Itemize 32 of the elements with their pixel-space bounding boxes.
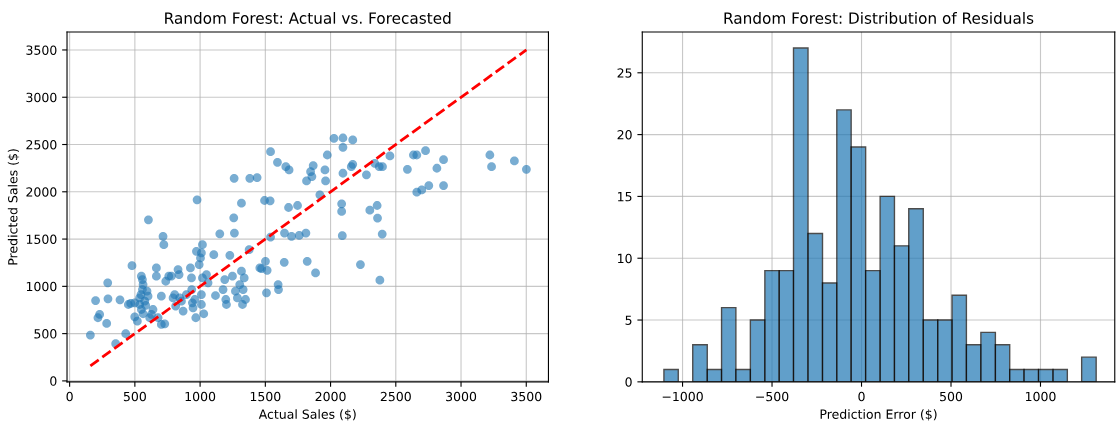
y-tick-label: 0 xyxy=(625,377,632,387)
x-tick-label: 3500 xyxy=(511,391,542,402)
chart-title: Random Forest: Actual vs. Forecasted xyxy=(165,12,451,24)
x-tick-label: 2000 xyxy=(315,391,346,402)
x-tick-label: 3000 xyxy=(446,391,477,402)
y-tick-label: 2000 xyxy=(26,187,57,197)
x-tick-label: 1500 xyxy=(250,391,281,402)
x-tick-label: 500 xyxy=(940,391,963,402)
x-axis-title: Actual Sales ($) xyxy=(258,409,356,421)
x-axis-title: Prediction Error ($) xyxy=(820,409,937,421)
x-tick-label: −500 xyxy=(756,391,789,402)
y-tick-label: 10 xyxy=(618,253,632,264)
chart-title: Random Forest: Distribution of Residuals xyxy=(724,12,1034,24)
x-tick-label: 0 xyxy=(858,391,865,402)
y-axis-title: Predicted Sales ($) xyxy=(7,149,20,265)
y-tick-label: 3500 xyxy=(26,45,57,55)
x-tick-label: 1000 xyxy=(1025,391,1056,402)
x-tick-label: 500 xyxy=(123,391,146,402)
y-tick-label: 0 xyxy=(50,376,57,386)
x-tick-label: 2500 xyxy=(380,391,411,402)
x-tick-label: −1000 xyxy=(662,391,703,402)
y-tick-label: 20 xyxy=(617,130,632,140)
y-tick-label: 25 xyxy=(617,68,632,78)
y-tick-label: 2500 xyxy=(26,139,57,150)
x-tick-label: 0 xyxy=(66,391,73,402)
y-tick-label: 500 xyxy=(34,329,57,339)
y-tick-label: 1000 xyxy=(26,281,57,292)
y-tick-label: 5 xyxy=(625,315,632,325)
y-tick-label: 3000 xyxy=(26,92,57,103)
y-tick-label: 15 xyxy=(618,192,632,202)
x-tick-label: 1000 xyxy=(185,391,216,402)
y-tick-label: 1500 xyxy=(26,234,57,244)
